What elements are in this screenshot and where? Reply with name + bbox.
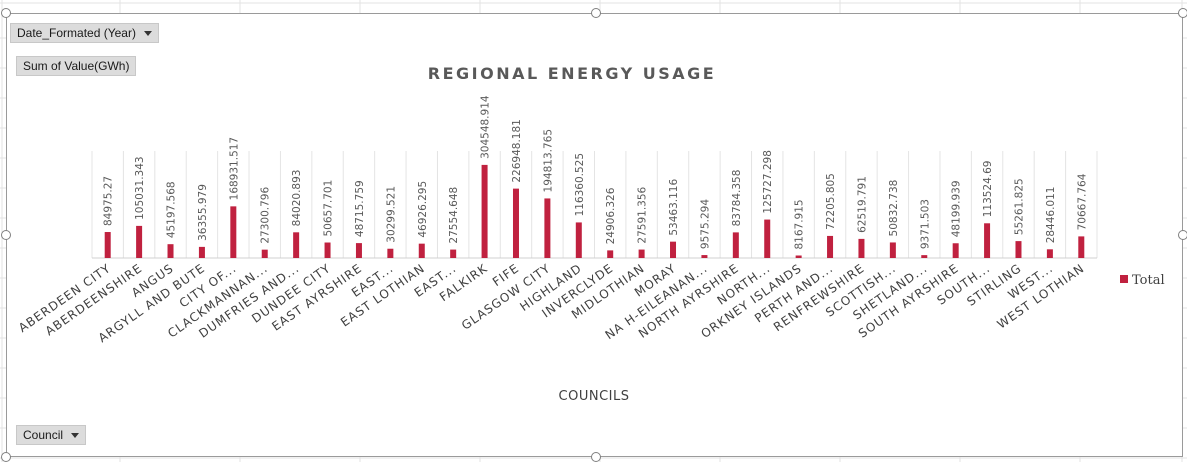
bar[interactable]	[198, 246, 205, 258]
bar[interactable]	[1078, 236, 1085, 258]
data-label: 70667.764	[1076, 173, 1088, 230]
bar[interactable]	[764, 219, 771, 258]
data-label: 24906.326	[605, 187, 617, 244]
dropdown-arrow-icon	[143, 31, 152, 37]
bar[interactable]	[795, 255, 802, 258]
pivot-filter-button[interactable]: Date_Formated (Year)	[10, 23, 159, 43]
bar[interactable]	[952, 243, 959, 258]
data-label: 8167.915	[794, 199, 806, 249]
bar[interactable]	[889, 242, 896, 258]
data-label: 27300.796	[260, 187, 272, 244]
pivot-values-button[interactable]: Sum of Value(GWh)	[16, 56, 137, 76]
bar[interactable]	[293, 232, 300, 258]
data-label: 194813.765	[542, 129, 554, 192]
resize-handle-top-left[interactable]	[1, 8, 11, 18]
data-label: 304548.914	[480, 95, 492, 159]
data-label: 9575.294	[699, 199, 711, 249]
bar[interactable]	[732, 232, 739, 258]
plot-gridlines	[91, 151, 1098, 259]
bar[interactable]	[984, 223, 991, 258]
data-label: 72205.805	[825, 173, 837, 230]
resize-handle-middle-left[interactable]	[1, 230, 11, 240]
bar[interactable]	[167, 244, 174, 258]
bar[interactable]	[104, 232, 111, 258]
data-label: 116360.525	[574, 153, 586, 216]
data-label: 55261.825	[1013, 178, 1025, 235]
bar[interactable]	[921, 255, 928, 258]
data-label: 105031.343	[134, 156, 146, 219]
data-label: 125727.298	[762, 150, 774, 213]
bar[interactable]	[544, 198, 551, 258]
data-label: 83784.358	[731, 170, 743, 227]
legend: Total	[1120, 273, 1165, 288]
bar[interactable]	[136, 225, 143, 258]
bar[interactable]	[512, 188, 519, 258]
data-label: 45197.568	[166, 181, 178, 238]
bar[interactable]	[858, 238, 865, 258]
data-label: 113524.69	[982, 161, 994, 218]
bar[interactable]	[418, 243, 425, 258]
bar[interactable]	[387, 248, 394, 258]
chart-title: REGIONAL ENERGY USAGE	[428, 64, 716, 83]
data-label: 84975.27	[103, 176, 115, 226]
bar[interactable]	[638, 249, 645, 258]
resize-handle-middle-right[interactable]	[1178, 230, 1187, 240]
data-label: 226948.181	[511, 119, 523, 182]
data-label: 62519.791	[856, 176, 868, 233]
legend-swatch-total	[1120, 275, 1128, 283]
data-label: 28446.011	[1045, 187, 1057, 244]
bar[interactable]	[827, 235, 834, 258]
data-label: 27591.356	[637, 186, 649, 243]
pivot-axis-button[interactable]: Council	[16, 425, 87, 445]
legend-label-total: Total	[1132, 273, 1165, 288]
data-label: 30299.521	[385, 186, 397, 243]
data-label: 48715.759	[354, 180, 366, 237]
bar[interactable]	[450, 249, 457, 258]
data-label: 46926.295	[417, 181, 429, 238]
data-label: 168931.517	[228, 137, 240, 200]
bar[interactable]	[230, 206, 237, 258]
data-label: 50832.738	[888, 180, 900, 237]
bar[interactable]	[355, 243, 362, 258]
data-label: 50657.701	[323, 180, 335, 237]
bar[interactable]	[575, 222, 582, 258]
bar[interactable]	[481, 164, 488, 258]
bar[interactable]	[324, 242, 331, 258]
data-labels: 84975.27 105031.343 45197.568 36355.979 1689…	[103, 95, 1089, 249]
resize-handle-bottom-middle[interactable]	[591, 452, 601, 462]
pivot-filter-label: Date_Formated (Year)	[17, 26, 136, 40]
pivot-values-label: Sum of Value(GWh)	[23, 59, 130, 73]
resize-handle-bottom-left[interactable]	[1, 452, 11, 462]
data-label: 84020.893	[291, 170, 303, 227]
resize-handle-top-right[interactable]	[1178, 8, 1187, 18]
x-axis-title: COUNCILS	[559, 389, 630, 404]
bar[interactable]	[1015, 241, 1022, 258]
bar[interactable]	[607, 250, 614, 258]
bar-series-total	[104, 164, 1085, 258]
data-label: 36355.979	[197, 184, 209, 241]
dropdown-arrow-icon	[71, 433, 80, 439]
pivot-axis-label: Council	[23, 428, 64, 442]
bar[interactable]	[670, 241, 677, 258]
bar[interactable]	[261, 249, 268, 258]
resize-handle-top-middle[interactable]	[591, 8, 601, 18]
data-label: 53463.116	[668, 179, 680, 236]
data-label: 48199.939	[951, 180, 963, 237]
data-label: 9371.503	[919, 199, 931, 249]
bar[interactable]	[1046, 249, 1053, 258]
bar[interactable]	[701, 255, 708, 258]
data-label: 27554.648	[448, 187, 460, 244]
